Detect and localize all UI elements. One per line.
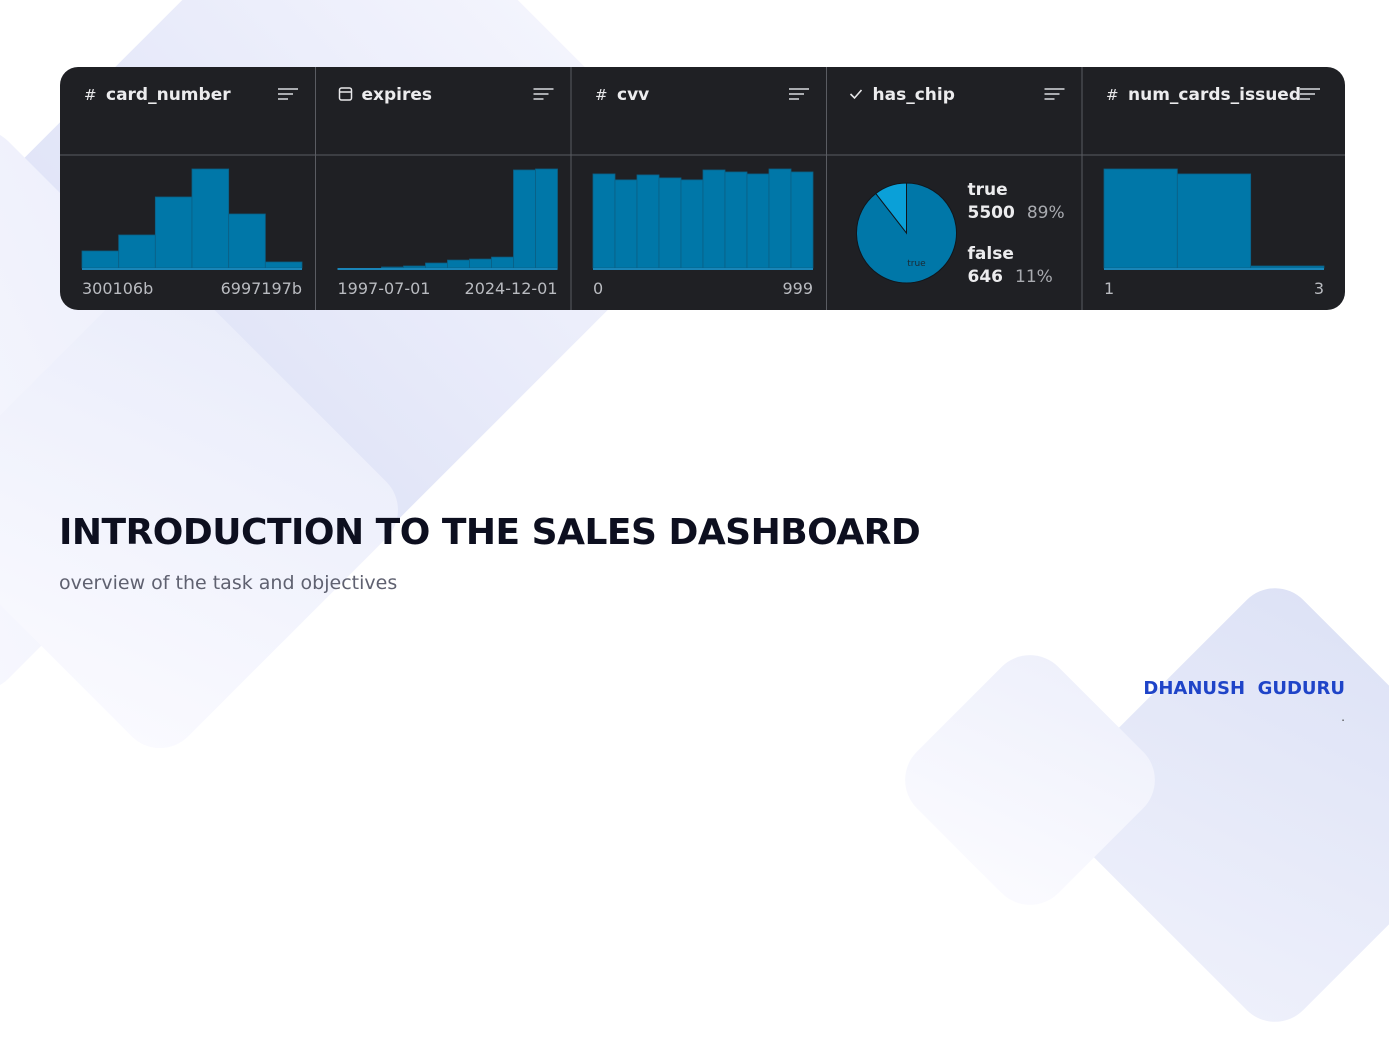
histogram-bar bbox=[746, 173, 770, 269]
column-name: num_cards_issued bbox=[1128, 85, 1301, 105]
footer-mark: . bbox=[1341, 708, 1345, 724]
histogram-bar bbox=[425, 262, 448, 269]
histogram-bar bbox=[264, 261, 303, 269]
histogram-bar bbox=[118, 234, 156, 269]
histogram-bar bbox=[154, 196, 193, 269]
histogram-bar bbox=[680, 179, 704, 269]
histogram-bar bbox=[768, 168, 792, 269]
column-type-icon: # bbox=[84, 86, 97, 104]
histogram-bar bbox=[636, 174, 660, 269]
range-max-label: 3 bbox=[1314, 279, 1324, 298]
range-min-label: 1997-07-01 bbox=[338, 279, 431, 298]
column-name: has_chip bbox=[873, 85, 955, 105]
range-max-label: 2024-12-01 bbox=[465, 279, 558, 298]
histogram-bar bbox=[1103, 168, 1178, 269]
histogram-bar bbox=[702, 169, 726, 269]
histogram-bar bbox=[228, 213, 266, 269]
histogram-bar bbox=[513, 169, 536, 269]
calendar-icon bbox=[338, 87, 353, 101]
legend-label: true bbox=[968, 180, 1008, 200]
histogram-bar bbox=[592, 173, 616, 269]
histogram-bar bbox=[469, 258, 492, 269]
histogram-bar bbox=[403, 265, 426, 269]
column-summary-panel: # card_number 300106b 6997197b expires 1997-0… bbox=[60, 67, 1345, 310]
histogram-bar bbox=[447, 259, 470, 269]
histogram-bar bbox=[491, 256, 514, 269]
range-min-label: 1 bbox=[1104, 279, 1114, 298]
histogram-bar bbox=[1250, 265, 1325, 269]
slide-subtitle: overview of the task and objectives bbox=[59, 572, 398, 594]
column-name: card_number bbox=[106, 85, 231, 105]
histogram-bar bbox=[535, 168, 558, 269]
histogram-bar bbox=[381, 266, 404, 269]
legend-percent: 11% bbox=[1015, 267, 1053, 287]
histogram-bar bbox=[191, 168, 230, 269]
pie-slice-label: true bbox=[907, 259, 926, 269]
legend-percent: 89% bbox=[1027, 203, 1065, 223]
histogram-bar bbox=[1176, 173, 1252, 269]
histogram-bar bbox=[790, 171, 814, 269]
check-icon bbox=[849, 89, 863, 100]
legend-label: false bbox=[968, 244, 1014, 264]
range-min-label: 0 bbox=[593, 279, 603, 298]
legend-count: 646 bbox=[968, 267, 1004, 287]
range-max-label: 999 bbox=[782, 279, 813, 298]
histogram-bar bbox=[658, 177, 682, 269]
column-type-icon: # bbox=[595, 86, 608, 104]
histogram-bar bbox=[724, 171, 748, 269]
legend-count: 5500 bbox=[968, 203, 1015, 223]
range-max-label: 6997197b bbox=[221, 279, 302, 298]
pie-slice bbox=[875, 182, 907, 235]
range-min-label: 300106b bbox=[82, 279, 153, 298]
column-name: cvv bbox=[617, 85, 649, 105]
column-type-icon: # bbox=[1106, 86, 1119, 104]
author: DHANUSH GUDURU bbox=[1143, 678, 1345, 699]
histogram-bar bbox=[614, 179, 638, 269]
panel-graphics: # card_number 300106b 6997197b expires 1997-0… bbox=[60, 67, 1345, 310]
histogram-bar bbox=[81, 250, 120, 269]
column-name: expires bbox=[362, 85, 433, 105]
slide-title: INTRODUCTION TO THE SALES DASHBOARD bbox=[59, 512, 921, 553]
